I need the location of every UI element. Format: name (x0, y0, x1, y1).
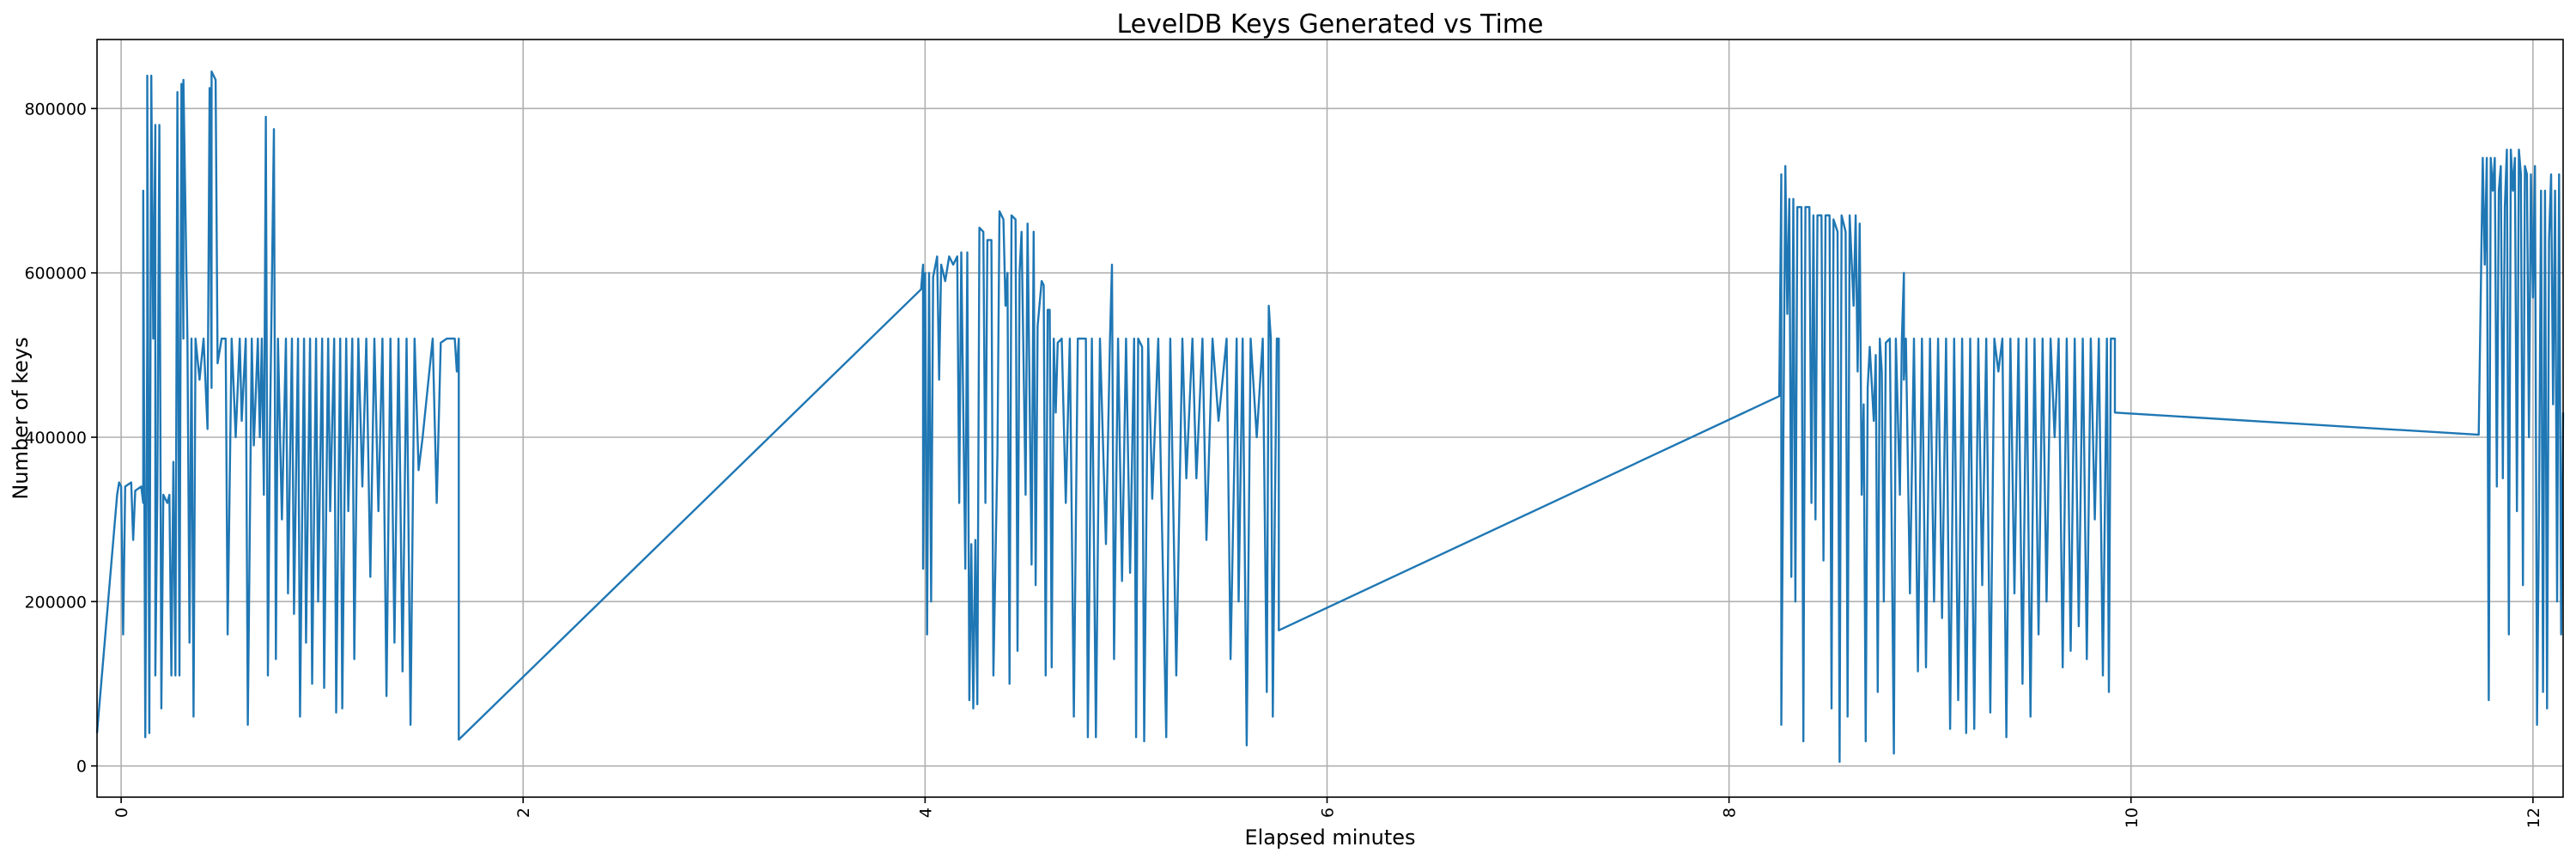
x-tick-label: 10 (2123, 807, 2142, 828)
x-tick-label: 0 (112, 807, 131, 818)
grid-lines (97, 40, 2563, 797)
y-tick-label: 0 (76, 758, 87, 777)
y-axis-label: Number of keys (9, 337, 33, 499)
series-line-keys (95, 70, 2565, 764)
x-axis-label: Elapsed minutes (1244, 825, 1415, 850)
y-tick-label: 400000 (24, 429, 87, 448)
x-tick-label: 6 (1318, 807, 1337, 818)
x-tick-label: 8 (1721, 807, 1740, 818)
x-tick-label: 4 (916, 807, 935, 818)
y-tick-label: 200000 (24, 593, 87, 612)
y-tick-label: 800000 (24, 100, 87, 119)
series-group (95, 70, 2565, 764)
x-tick-label: 2 (514, 807, 533, 818)
plot-frame (96, 39, 2564, 798)
x-tick-label: 12 (2524, 807, 2543, 828)
axis-ticks: 0 2 4 6 8 10 12 0 200000 400000 600000 800000 (24, 100, 2543, 828)
chart-title: LevelDB Keys Generated vs Time (1117, 9, 1544, 40)
y-tick-label: 600000 (24, 265, 87, 283)
